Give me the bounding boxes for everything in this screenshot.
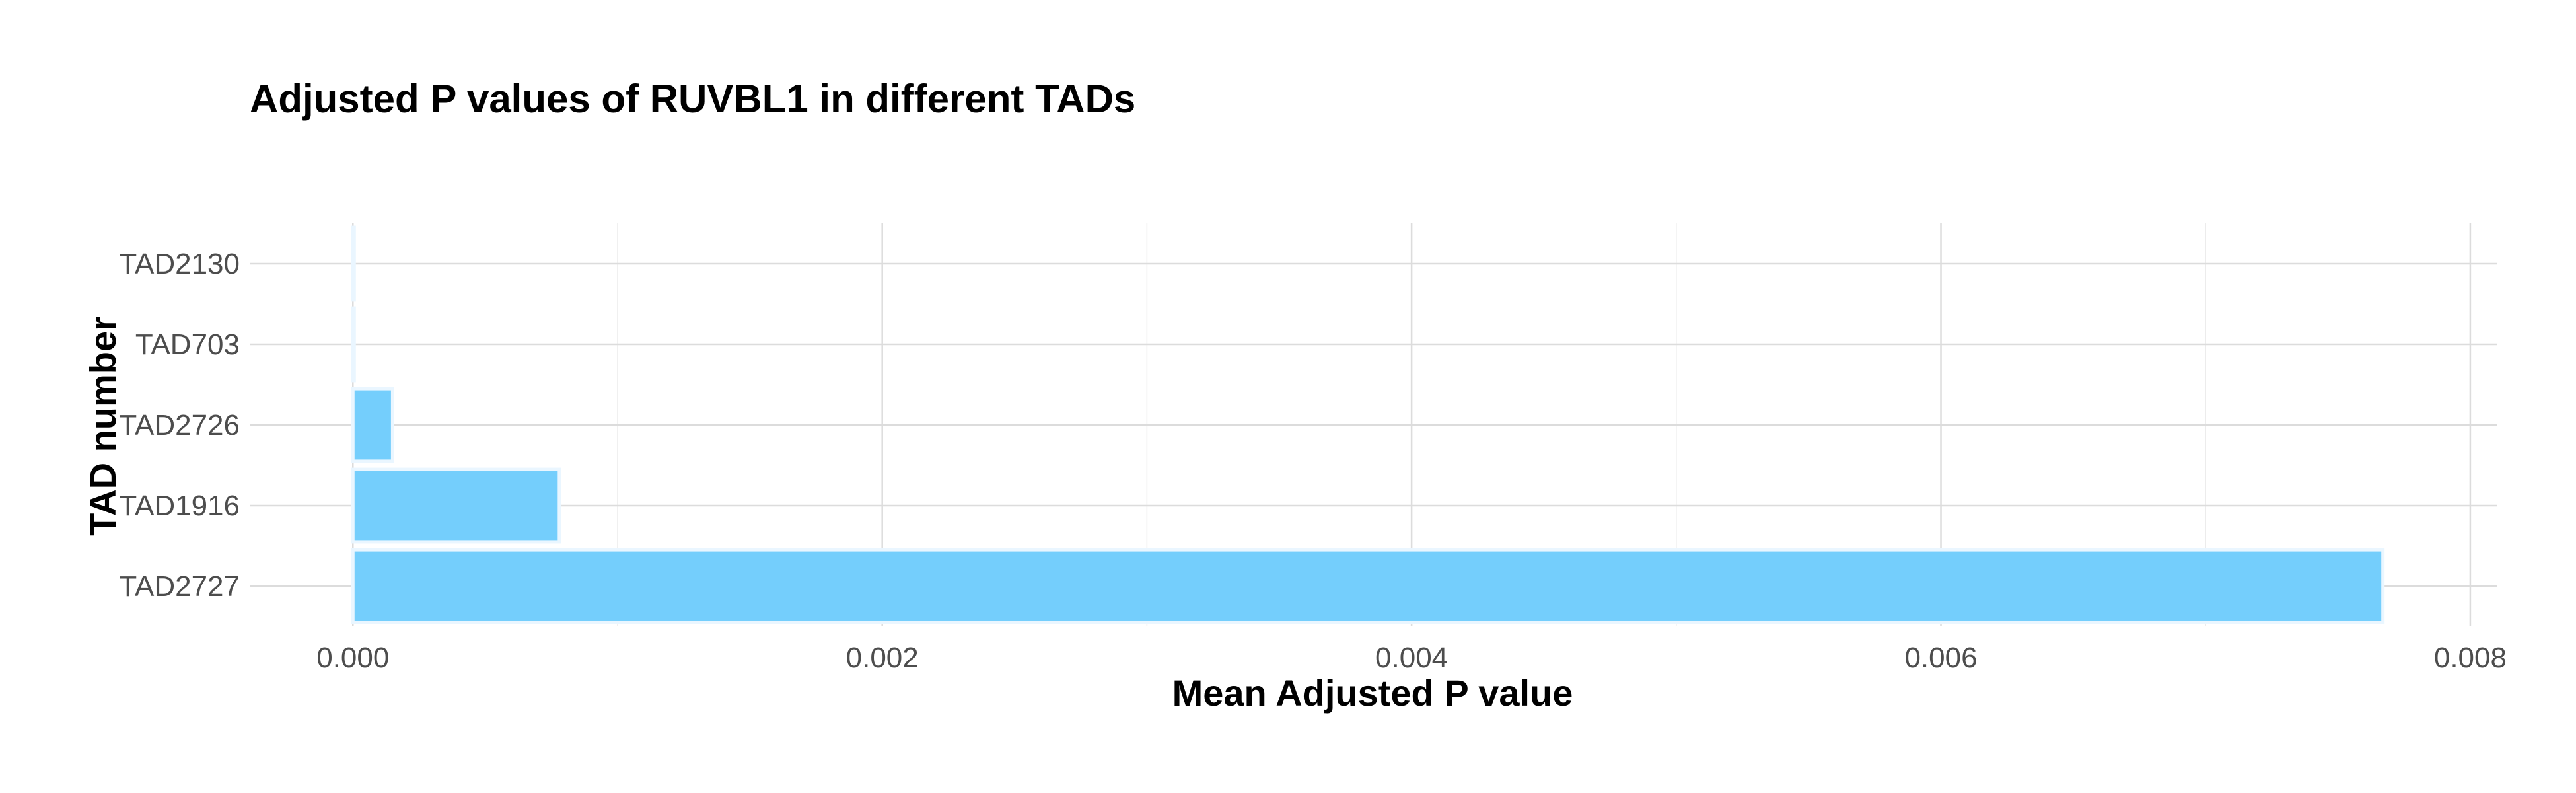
tick-labels: TAD2727 TAD1916 TAD2726 TAD703 TAD2130 0.000 0… (119, 248, 2507, 674)
y-tick-label: TAD1916 (119, 490, 240, 522)
bar-tad2727 (351, 548, 2385, 624)
x-tick-label: 0.008 (2434, 642, 2507, 674)
x-tick-label: 0.002 (846, 642, 919, 674)
bar-tad1916 (351, 467, 561, 544)
bar-tad2726 (351, 387, 394, 463)
bar-tad703 (351, 306, 356, 383)
x-axis-title: Mean Adjusted P value (1172, 672, 1573, 714)
y-tick-label: TAD2130 (119, 248, 240, 280)
bars (351, 225, 2385, 624)
y-tick-label: TAD2726 (119, 409, 240, 441)
bar-tad2130 (351, 225, 356, 302)
x-tick-label: 0.004 (1375, 642, 1448, 674)
y-axis-title: TAD number (82, 317, 124, 536)
y-tick-label: TAD2727 (119, 570, 240, 603)
y-tick-label: TAD703 (135, 328, 240, 361)
x-tick-label: 0.006 (1904, 642, 1977, 674)
chart-title: Adjusted P values of RUVBL1 in different… (250, 77, 1135, 121)
x-tick-label: 0.000 (316, 642, 389, 674)
